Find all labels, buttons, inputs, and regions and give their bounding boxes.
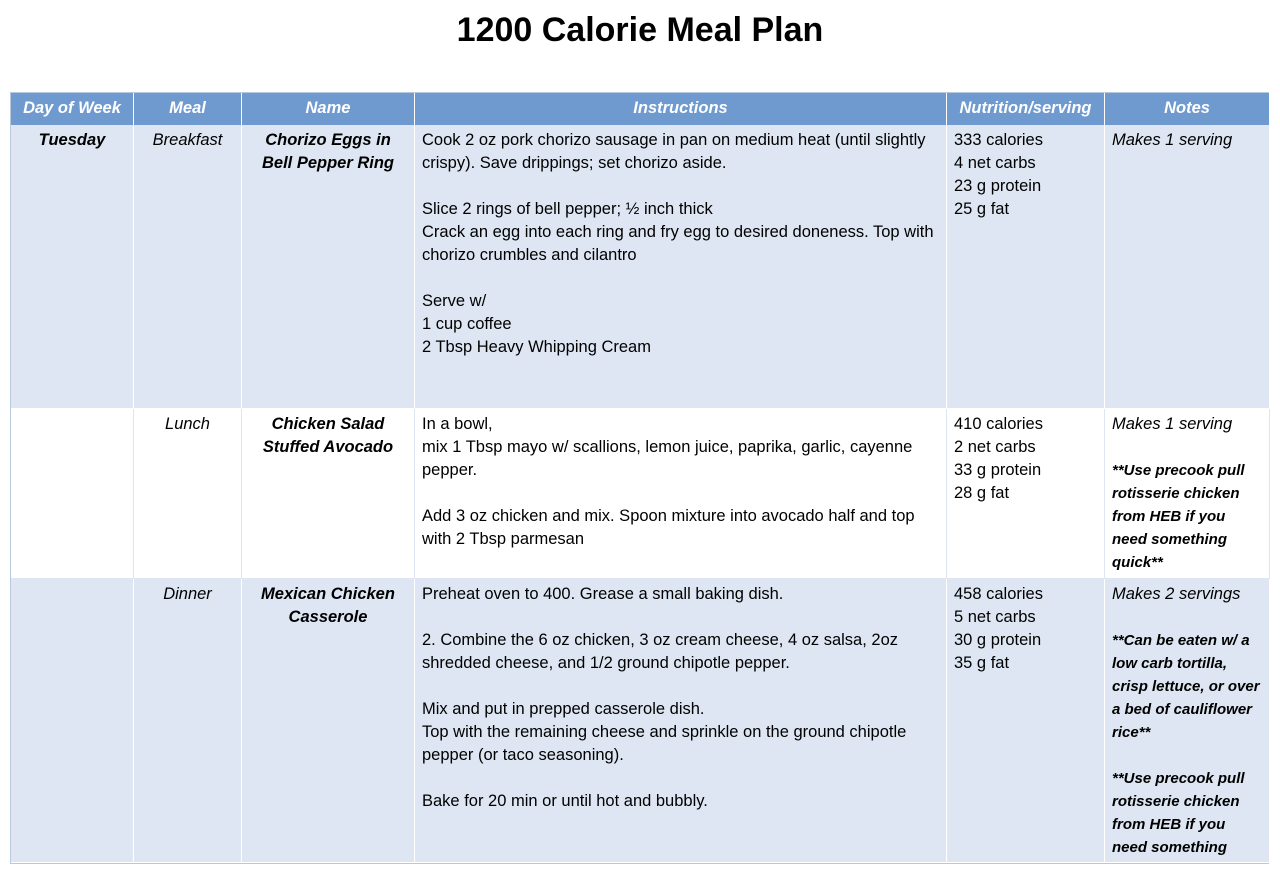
meal-name-cell: Mexican Chicken Casserole — [242, 579, 415, 863]
nutrition-line: 410 calories — [954, 415, 1043, 433]
header-day-of-week: Day of Week — [11, 93, 134, 125]
meal-cell: Breakfast — [134, 125, 242, 409]
instruction-line: mix 1 Tbsp mayo w/ scallions, lemon juic… — [422, 438, 913, 479]
instruction-line: Crack an egg into each ring and fry egg … — [422, 223, 934, 264]
nutrition-cell: 410 calories 2 net carbs 33 g protein 28 g … — [947, 409, 1105, 579]
meal-name-cell: Chorizo Eggs in Bell Pepper Ring — [242, 125, 415, 409]
meal-cell: Lunch — [134, 409, 242, 579]
instruction-line: Preheat oven to 400. Grease a small baki… — [422, 585, 784, 603]
nutrition-line: 2 net carbs — [954, 438, 1036, 456]
meal-plan-table: Day of Week Meal Name Instructions Nutri… — [10, 92, 1270, 864]
meal-cell: Dinner — [134, 579, 242, 863]
instructions-cell: Cook 2 oz pork chorizo sausage in pan on… — [415, 125, 947, 409]
instruction-line: Add 3 oz chicken and mix. Spoon mixture … — [422, 507, 915, 548]
nutrition-line: 30 g protein — [954, 631, 1042, 649]
nutrition-line: 23 g protein — [954, 177, 1042, 195]
header-nutrition: Nutrition/serving — [947, 93, 1105, 125]
day-cell — [11, 579, 134, 863]
header-notes: Notes — [1105, 93, 1270, 125]
instruction-line: In a bowl, — [422, 415, 493, 433]
day-cell — [11, 409, 134, 579]
notes-tip: **Use precook pull rotisserie chicken fr… — [1112, 462, 1245, 571]
nutrition-line: 333 calories — [954, 131, 1043, 149]
day-cell: Tuesday — [11, 125, 134, 409]
instruction-line: 2 Tbsp Heavy Whipping Cream — [422, 338, 651, 356]
notes-servings: Makes 1 serving — [1112, 131, 1233, 149]
instruction-line: 2. Combine the 6 oz chicken, 3 oz cream … — [422, 631, 899, 672]
nutrition-line: 25 g fat — [954, 200, 1010, 218]
header-name: Name — [242, 93, 415, 125]
instruction-line: Serve w/ — [422, 292, 487, 310]
instruction-line: Bake for 20 min or until hot and bubbly. — [422, 792, 708, 810]
header-instructions: Instructions — [415, 93, 947, 125]
nutrition-line: 5 net carbs — [954, 608, 1036, 626]
nutrition-line: 4 net carbs — [954, 154, 1036, 172]
meal-name-cell: Chicken Salad Stuffed Avocado — [242, 409, 415, 579]
notes-servings: Makes 2 servings — [1112, 585, 1241, 603]
nutrition-cell: 458 calories 5 net carbs 30 g protein 35 g … — [947, 579, 1105, 863]
nutrition-cell: 333 calories 4 net carbs 23 g protein 25 g … — [947, 125, 1105, 409]
instruction-line: Cook 2 oz pork chorizo sausage in pan on… — [422, 131, 926, 172]
notes-cell: Makes 1 serving — [1105, 125, 1270, 409]
instructions-cell: In a bowl, mix 1 Tbsp mayo w/ scallions, … — [415, 409, 947, 579]
notes-cell: Makes 2 servings **Can be eaten w/ a low … — [1105, 579, 1270, 863]
header-meal: Meal — [134, 93, 242, 125]
instruction-line: Top with the remaining cheese and sprink… — [422, 723, 907, 764]
notes-tip: **Can be eaten w/ a low carb tortilla, c… — [1112, 632, 1260, 741]
nutrition-line: 28 g fat — [954, 484, 1010, 502]
instruction-line: 1 cup coffee — [422, 315, 512, 333]
notes-servings: Makes 1 serving — [1112, 415, 1233, 433]
page-title: 1200 Calorie Meal Plan — [456, 11, 824, 49]
instructions-cell: Preheat oven to 400. Grease a small baki… — [415, 579, 947, 863]
instruction-line: Mix and put in prepped casserole dish. — [422, 700, 705, 718]
nutrition-line: 33 g protein — [954, 461, 1042, 479]
nutrition-line: 35 g fat — [954, 654, 1010, 672]
instruction-line: Slice 2 rings of bell pepper; ½ inch thi… — [422, 200, 713, 218]
nutrition-line: 458 calories — [954, 585, 1043, 603]
notes-tip: **Use precook pull rotisserie chicken fr… — [1112, 770, 1245, 856]
notes-cell: Makes 1 serving **Use precook pull rotiss… — [1105, 409, 1270, 579]
